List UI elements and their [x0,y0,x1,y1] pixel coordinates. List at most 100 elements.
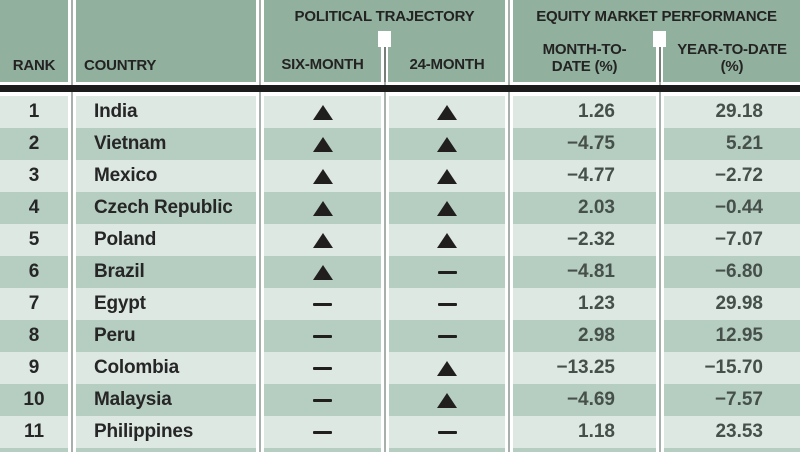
triangle-up-icon [437,232,457,248]
cell-gutter [256,256,264,288]
cell-gutter [68,160,76,192]
year-to-date-cell: −0.44 [664,192,800,224]
year-to-date-header-label: YEAR-TO-DATE (%) [677,41,787,75]
dash-icon [313,302,332,306]
cell-gutter [68,96,76,128]
month-to-date-cell: 1.18 [513,416,656,448]
six-month-trajectory-cell [264,448,381,452]
table-row: 3 Mexico −4.77 −2.72 [0,160,800,192]
cell-gutter [505,288,513,320]
year-to-date-cell: −2.72 [664,160,800,192]
cell-gutter [656,160,664,192]
table-row: 9 Colombia −13.25 −15.70 [0,352,800,384]
twenty-four-month-trajectory-cell [389,192,505,224]
cell-gutter [68,448,76,452]
cell-gutter [381,448,389,452]
year-to-date-cell [664,448,800,452]
table-body: 1 India 1.26 29.18 2 Vietnam −4.75 5.21 … [0,96,800,452]
triangle-up-icon [312,104,333,120]
cell-gutter [256,448,264,452]
country-header-label: COUNTRY [84,57,157,74]
six-month-trajectory-cell [264,128,381,160]
country-cell: Czech Republic [76,192,256,224]
cell-gutter [656,416,664,448]
cell-gutter [656,288,664,320]
year-to-date-cell: −15.70 [664,352,800,384]
dash-icon [437,430,457,434]
dash-icon [437,302,457,306]
month-to-date-header-label: MONTH-TO- DATE (%) [542,41,627,75]
rank-cell: 8 [0,320,68,352]
triangle-up-icon [312,136,333,152]
subcolumn-divider-cap [653,31,666,47]
cell-gutter [381,96,389,128]
cell-gutter [505,416,513,448]
triangle-up-icon [312,264,333,280]
cell-gutter [505,160,513,192]
twenty-four-month-trajectory-cell [389,320,505,352]
six-month-header-label: SIX-MONTH [281,56,364,73]
year-to-date-cell: −6.80 [664,256,800,288]
cell-gutter [68,256,76,288]
month-to-date-cell: 2.98 [513,320,656,352]
cell-gutter [505,96,513,128]
cell-gutter [656,384,664,416]
six-month-trajectory-cell [264,288,381,320]
twenty-four-month-trajectory-cell [389,224,505,256]
twenty-four-month-trajectory-cell [389,128,505,160]
cell-gutter [381,128,389,160]
column-gutter-line [259,0,261,452]
rank-cell: 5 [0,224,68,256]
country-column-header: COUNTRY [76,0,256,82]
cell-gutter [505,352,513,384]
cell-gutter [381,288,389,320]
twenty-four-month-trajectory-cell [389,96,505,128]
month-to-date-cell: −2.32 [513,224,656,256]
table-row: 5 Poland −2.32 −7.07 [0,224,800,256]
cell-gutter [381,320,389,352]
six-month-trajectory-cell [264,224,381,256]
triangle-up-icon [312,168,333,184]
rank-column-header: RANK [0,0,68,82]
cell-gutter [381,160,389,192]
dash-icon [313,398,332,402]
political-trajectory-title: POLITICAL TRAJECTORY [294,8,475,25]
country-cell: Brazil [76,256,256,288]
subcolumn-divider-line [384,45,386,82]
table-row: 7 Egypt 1.23 29.98 [0,288,800,320]
cell-gutter [381,384,389,416]
rank-cell: 4 [0,192,68,224]
twenty-four-month-header-label: 24-MONTH [409,56,485,73]
cell-gutter [256,128,264,160]
six-month-trajectory-cell [264,192,381,224]
table-row: 6 Brazil −4.81 −6.80 [0,256,800,288]
column-gutter-line [384,0,386,452]
dash-icon [313,334,332,338]
six-month-trajectory-cell [264,160,381,192]
cell-gutter [656,256,664,288]
year-to-date-cell: 29.18 [664,96,800,128]
column-gutter-line [659,0,661,452]
rank-cell: 11 [0,416,68,448]
cell-gutter [656,128,664,160]
triangle-up-icon [437,360,457,376]
equity-market-performance-title: EQUITY MARKET PERFORMANCE [536,8,777,25]
six-month-trajectory-cell [264,416,381,448]
dash-icon [437,334,457,338]
cell-gutter [505,384,513,416]
rank-header-label: RANK [12,57,56,74]
year-to-date-cell: 5.21 [664,128,800,160]
country-cell: Philippines [76,416,256,448]
cell-gutter [256,320,264,352]
cell-gutter [256,384,264,416]
header-divider-rule [0,85,800,92]
country-cell: Egypt [76,288,256,320]
month-to-date-cell: −13.25 [513,352,656,384]
country-cell: Mexico [76,160,256,192]
cell-gutter [656,352,664,384]
month-to-date-cell [513,448,656,452]
dash-icon [313,366,332,370]
cell-gutter [381,352,389,384]
cell-gutter [656,320,664,352]
cell-gutter [68,192,76,224]
